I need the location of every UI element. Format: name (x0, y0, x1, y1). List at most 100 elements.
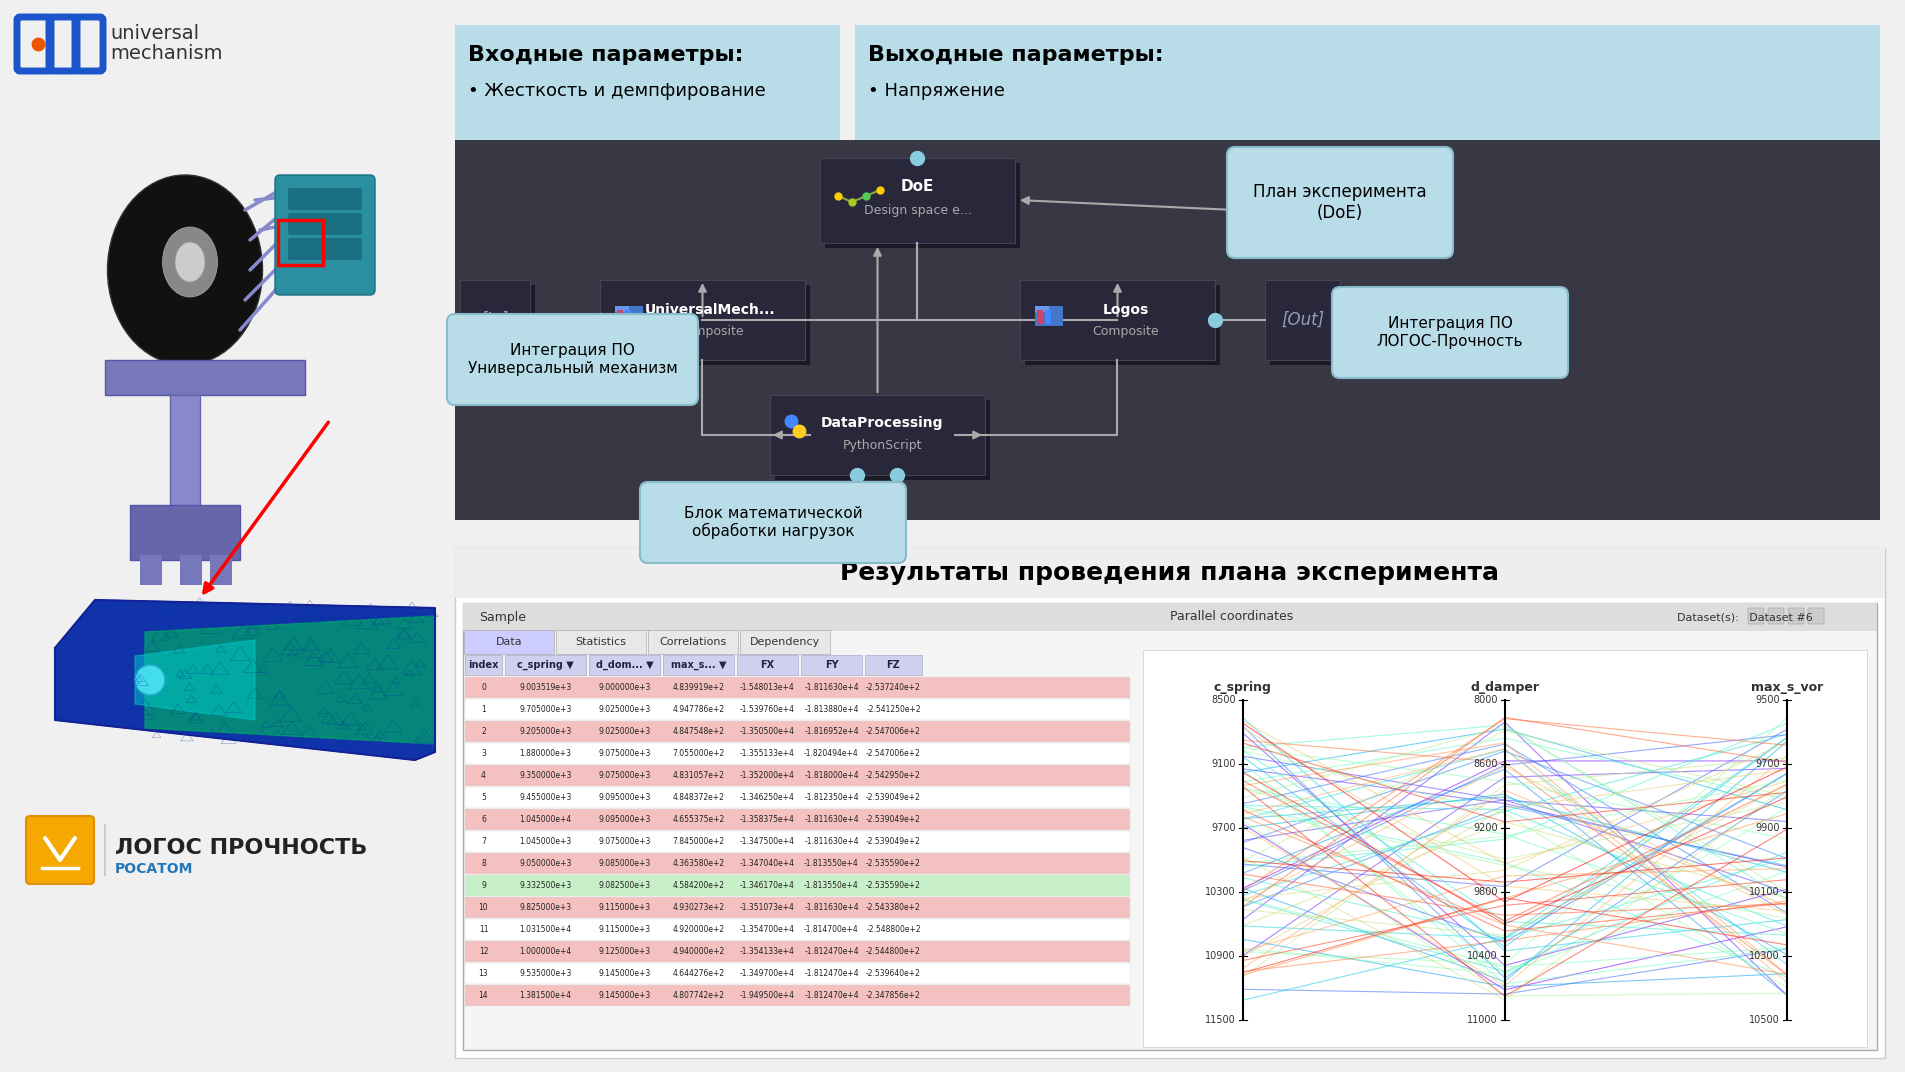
Text: -1.358375e+4: -1.358375e+4 (739, 815, 794, 824)
Text: -1.811630e+4: -1.811630e+4 (804, 815, 859, 824)
Text: [Out]: [Out] (1280, 311, 1324, 329)
Text: -2.539049e+2: -2.539049e+2 (865, 837, 920, 846)
Text: -1.354133e+4: -1.354133e+4 (739, 947, 794, 956)
Text: 9.050000e+3: 9.050000e+3 (518, 859, 572, 868)
Text: 9.025000e+3: 9.025000e+3 (598, 727, 650, 736)
FancyBboxPatch shape (625, 310, 631, 324)
FancyBboxPatch shape (465, 678, 1130, 698)
Polygon shape (145, 616, 434, 744)
FancyBboxPatch shape (855, 25, 1878, 140)
Text: 1.045000e+4: 1.045000e+4 (518, 815, 572, 824)
Text: 4.584200e+2: 4.584200e+2 (672, 881, 724, 890)
Text: 9.115000e+3: 9.115000e+3 (598, 903, 650, 912)
FancyBboxPatch shape (640, 482, 905, 563)
FancyBboxPatch shape (465, 985, 1130, 1006)
Text: DataProcessing: DataProcessing (821, 416, 943, 430)
Text: PythonScript: PythonScript (842, 438, 922, 451)
FancyBboxPatch shape (737, 655, 798, 675)
FancyBboxPatch shape (1034, 306, 1048, 312)
Text: 10300: 10300 (1204, 887, 1234, 897)
FancyBboxPatch shape (1808, 608, 1823, 624)
Text: 9.535000e+3: 9.535000e+3 (518, 969, 572, 978)
FancyBboxPatch shape (600, 280, 804, 360)
Text: 9.332500e+3: 9.332500e+3 (518, 881, 572, 890)
FancyBboxPatch shape (1269, 285, 1345, 364)
Text: -1.811630e+4: -1.811630e+4 (804, 683, 859, 693)
Text: 2: 2 (480, 727, 486, 736)
FancyBboxPatch shape (210, 555, 232, 585)
Text: 4.807742e+2: 4.807742e+2 (672, 991, 724, 1000)
Text: 9900: 9900 (1755, 823, 1779, 833)
Text: -1.350500e+4: -1.350500e+4 (739, 727, 794, 736)
Text: 9.085000e+3: 9.085000e+3 (598, 859, 650, 868)
Text: -1.811630e+4: -1.811630e+4 (804, 903, 859, 912)
FancyBboxPatch shape (465, 853, 1130, 874)
Text: Composite: Composite (676, 326, 743, 339)
FancyBboxPatch shape (1787, 608, 1802, 624)
FancyBboxPatch shape (1034, 306, 1063, 326)
Text: [In]: [In] (480, 311, 509, 329)
Text: 9.145000e+3: 9.145000e+3 (598, 991, 650, 1000)
Text: c_spring ▼: c_spring ▼ (516, 660, 573, 670)
Text: 9500: 9500 (1755, 695, 1779, 705)
Text: 14: 14 (478, 991, 488, 1000)
FancyBboxPatch shape (465, 963, 1130, 984)
Text: -2.347856e+2: -2.347856e+2 (865, 991, 920, 1000)
FancyBboxPatch shape (1768, 608, 1783, 624)
FancyBboxPatch shape (465, 831, 1130, 852)
Text: -2.537240e+2: -2.537240e+2 (865, 683, 920, 693)
Ellipse shape (175, 242, 206, 282)
Text: 4.930273e+2: 4.930273e+2 (672, 903, 724, 912)
FancyBboxPatch shape (463, 602, 1876, 1049)
Text: Data: Data (495, 637, 522, 647)
Text: universal: universal (110, 24, 198, 43)
Text: -1.347040e+4: -1.347040e+4 (739, 859, 794, 868)
Text: 9100: 9100 (1210, 759, 1234, 769)
FancyBboxPatch shape (465, 721, 1130, 742)
Text: 9200: 9200 (1473, 823, 1497, 833)
FancyBboxPatch shape (455, 548, 1884, 598)
Text: 5: 5 (480, 793, 486, 802)
Text: 4.920000e+2: 4.920000e+2 (672, 925, 724, 934)
FancyBboxPatch shape (179, 555, 202, 585)
FancyBboxPatch shape (288, 213, 362, 235)
Text: max_s_vor: max_s_vor (1751, 682, 1823, 695)
Text: Выходные параметры:: Выходные параметры: (867, 45, 1164, 65)
Text: 9.205000e+3: 9.205000e+3 (518, 727, 572, 736)
FancyBboxPatch shape (465, 809, 1130, 830)
Text: 4.831057e+2: 4.831057e+2 (672, 771, 724, 780)
Text: РОСАТОМ: РОСАТОМ (114, 862, 192, 876)
Text: d_dom... ▼: d_dom... ▼ (596, 660, 653, 670)
FancyBboxPatch shape (1747, 608, 1762, 624)
Text: 10: 10 (478, 903, 488, 912)
FancyBboxPatch shape (1025, 285, 1219, 364)
Text: FY: FY (825, 660, 838, 670)
Text: -1.355133e+4: -1.355133e+4 (739, 749, 794, 758)
Text: 4.839919e+2: 4.839919e+2 (672, 683, 724, 693)
Text: -2.541250e+2: -2.541250e+2 (865, 705, 920, 714)
Text: Logos: Logos (1101, 303, 1149, 317)
FancyBboxPatch shape (1044, 310, 1050, 324)
FancyBboxPatch shape (288, 188, 362, 210)
Text: 9.095000e+3: 9.095000e+3 (598, 815, 650, 824)
Text: Dataset(s):   Dataset #6: Dataset(s): Dataset #6 (1676, 612, 1812, 622)
Ellipse shape (162, 227, 217, 297)
Text: Интеграция ПО
Универсальный механизм: Интеграция ПО Универсальный механизм (467, 343, 676, 375)
Text: 9.025000e+3: 9.025000e+3 (598, 705, 650, 714)
Text: 9.000000e+3: 9.000000e+3 (598, 683, 650, 693)
FancyBboxPatch shape (775, 400, 989, 480)
Text: -2.543380e+2: -2.543380e+2 (865, 903, 920, 912)
FancyBboxPatch shape (465, 941, 1130, 962)
FancyBboxPatch shape (865, 655, 922, 675)
Text: 1: 1 (480, 705, 486, 714)
FancyBboxPatch shape (1227, 147, 1452, 258)
FancyBboxPatch shape (465, 765, 1130, 786)
FancyBboxPatch shape (1332, 287, 1568, 378)
Text: -1.812470e+4: -1.812470e+4 (804, 991, 859, 1000)
Text: -1.346170e+4: -1.346170e+4 (739, 881, 794, 890)
Text: -2.535590e+2: -2.535590e+2 (865, 881, 920, 890)
FancyBboxPatch shape (139, 555, 162, 585)
FancyBboxPatch shape (1036, 310, 1042, 324)
Text: -2.544800e+2: -2.544800e+2 (865, 947, 920, 956)
Text: -1.354700e+4: -1.354700e+4 (739, 925, 794, 934)
